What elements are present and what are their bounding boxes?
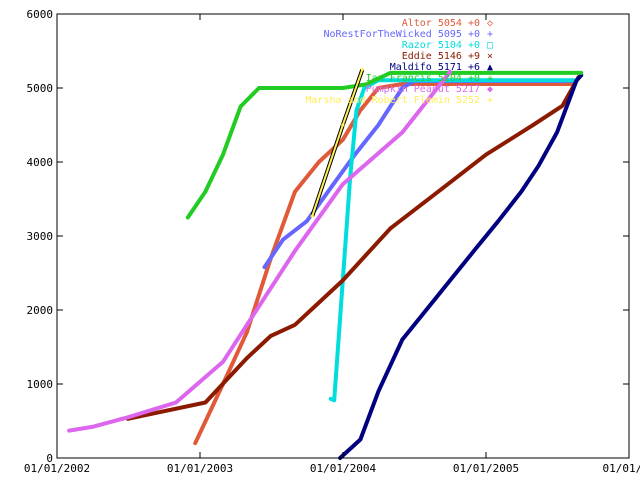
data-point	[341, 138, 345, 142]
data-point	[305, 219, 309, 223]
data-point	[536, 164, 541, 168]
y-tick-label: 3000	[27, 230, 54, 243]
data-point	[388, 227, 392, 231]
legend-entry-label: Maldifo 5171 +6	[390, 62, 480, 73]
data-point	[574, 79, 579, 83]
x-tick-label: 01/01/2004	[310, 462, 377, 475]
y-tick-label: 0	[46, 452, 53, 465]
data-point	[341, 278, 345, 282]
legend-entry-label: Razor 5104 +0	[402, 40, 480, 51]
y-tick-label: 5000	[27, 82, 54, 95]
legend-marker-icon: +	[487, 29, 493, 40]
data-point	[358, 108, 363, 112]
data-point	[354, 108, 359, 112]
legend-marker-icon: □	[487, 40, 493, 51]
data-point	[193, 441, 197, 445]
data-point	[531, 123, 535, 127]
data-point	[203, 400, 207, 405]
x-tick-label: 01/01/2003	[167, 462, 233, 475]
data-point	[317, 160, 321, 164]
data-point	[341, 86, 345, 90]
data-point	[400, 130, 404, 134]
data-point	[221, 153, 225, 157]
series-layer	[67, 67, 584, 460]
legend: Altor 5054 +0 ◇ NoRestForTheWicked 5095 +0…	[305, 18, 493, 106]
data-point	[376, 123, 381, 127]
legend-marker-icon: +	[487, 95, 493, 106]
y-tick-label: 1000	[27, 378, 54, 391]
data-point	[448, 278, 452, 282]
axis-layer: 0 1000 2000 3000 4000 5000 6000 01/01/2002 01/01…	[24, 8, 640, 475]
data-point	[579, 71, 583, 75]
data-point	[90, 425, 94, 429]
data-point	[496, 219, 500, 223]
data-point	[341, 123, 345, 127]
x-tick-label: 01/01/20	[603, 462, 640, 475]
data-point	[400, 338, 404, 342]
data-point	[364, 82, 368, 86]
y-tick-label: 4000	[27, 156, 54, 169]
data-point	[262, 265, 267, 269]
legend-entry-label: NoRestForTheWicked 5095 +0	[323, 29, 480, 40]
data-point	[174, 400, 178, 405]
data-point	[269, 334, 273, 338]
legend-marker-icon: ✳	[487, 73, 493, 84]
data-point	[257, 86, 261, 90]
data-point	[221, 360, 225, 364]
data-point	[203, 190, 207, 194]
legend-marker-icon: ◇	[487, 18, 493, 29]
data-point	[376, 389, 381, 393]
x-tick-label: 01/01/2005	[453, 462, 519, 475]
data-point	[472, 249, 476, 253]
data-point	[560, 104, 565, 108]
y-tick-label: 6000	[27, 8, 54, 21]
legend-entry-label: Pumpkin Peanut 5217	[366, 84, 480, 95]
data-point	[341, 182, 345, 186]
data-point	[400, 86, 404, 90]
data-point	[245, 356, 249, 360]
legend-marker-icon: ×	[487, 51, 493, 62]
legend-entry-label: Altor 5054 +0	[402, 18, 480, 29]
data-point	[126, 415, 130, 419]
data-point	[484, 153, 488, 157]
data-point	[388, 71, 392, 75]
legend-entry-label: Eddie 5146 +9	[402, 51, 480, 62]
data-point	[329, 186, 333, 190]
data-point	[358, 437, 363, 442]
legend-marker-icon: ◆	[487, 84, 493, 95]
data-point	[293, 249, 297, 253]
data-point	[317, 301, 321, 305]
data-point	[281, 238, 285, 242]
data-point	[332, 398, 336, 402]
data-point	[448, 70, 452, 74]
data-point	[360, 67, 364, 71]
legend-entry-label: Ian Francis 5204 +0	[366, 73, 480, 84]
data-point	[400, 82, 404, 86]
data-point	[293, 190, 297, 194]
data-point	[362, 86, 366, 90]
legend-entry-label: Marsha and Robert Flemin 5252	[305, 95, 480, 106]
data-point	[67, 429, 71, 433]
y-tick-label: 2000	[27, 304, 54, 317]
data-point	[555, 130, 559, 134]
legend-marker-icon: ▲	[487, 62, 493, 73]
data-point	[519, 190, 523, 194]
data-point	[310, 214, 314, 218]
x-tick-label: 01/01/2002	[24, 462, 90, 475]
data-point	[186, 215, 190, 220]
data-point	[424, 308, 428, 312]
data-point	[376, 86, 381, 90]
data-point	[239, 104, 243, 109]
data-point	[293, 323, 297, 327]
data-point	[245, 330, 249, 334]
data-point	[436, 190, 440, 194]
data-point	[329, 397, 333, 401]
